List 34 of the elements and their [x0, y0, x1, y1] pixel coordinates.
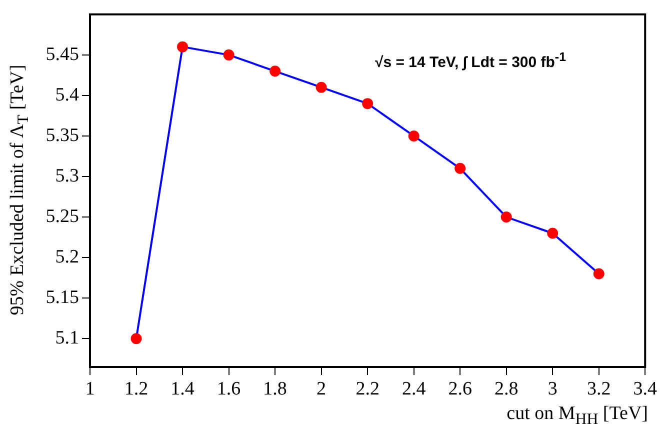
y-tick-label: 5.35: [46, 124, 79, 146]
x-tick-label: 1: [85, 378, 95, 400]
y-tick-label: 5.15: [46, 287, 79, 308]
x-tick-label: 1.2: [124, 378, 148, 400]
x-axis-title: cut on M$_{HH}$ [TeV]: [506, 403, 648, 429]
y-tick-label: 5.1: [55, 328, 79, 349]
x-tick-label: 3: [548, 378, 558, 400]
point: [223, 49, 234, 60]
point: [177, 41, 188, 52]
x-tick-label: 3.2: [586, 378, 611, 400]
x-tick-label: 1.8: [263, 378, 287, 400]
x-tick-label: 2.8: [494, 378, 518, 400]
y-tick-label: 5.3: [55, 166, 79, 186]
x-tick-label: 2.2: [356, 378, 380, 400]
x-tick-label: 2.4: [402, 378, 426, 400]
point: [454, 162, 466, 174]
point: [547, 228, 558, 239]
x-tick-label: 2: [316, 378, 326, 400]
point: [362, 98, 374, 110]
point: [593, 268, 604, 280]
y-tick-label: 5.45: [46, 44, 79, 65]
y-tick-label: 5.2: [55, 246, 79, 268]
point: [408, 130, 420, 142]
point: [270, 66, 281, 77]
y-tick-label: 5.25: [46, 206, 79, 228]
x-tick-label: 1.4: [170, 378, 195, 400]
y-tick-label: 5.4: [55, 84, 80, 106]
point: [500, 212, 512, 223]
point: [130, 333, 142, 344]
x-tick-label: 2.6: [448, 378, 472, 400]
point: [316, 82, 327, 93]
x-tick-label: 3.4: [633, 378, 658, 400]
annotation: √s = 14 TeV, ∫ Ldt = 300 fb$^{-1}$: [375, 50, 566, 71]
x-tick-label: 1.6: [216, 378, 241, 400]
